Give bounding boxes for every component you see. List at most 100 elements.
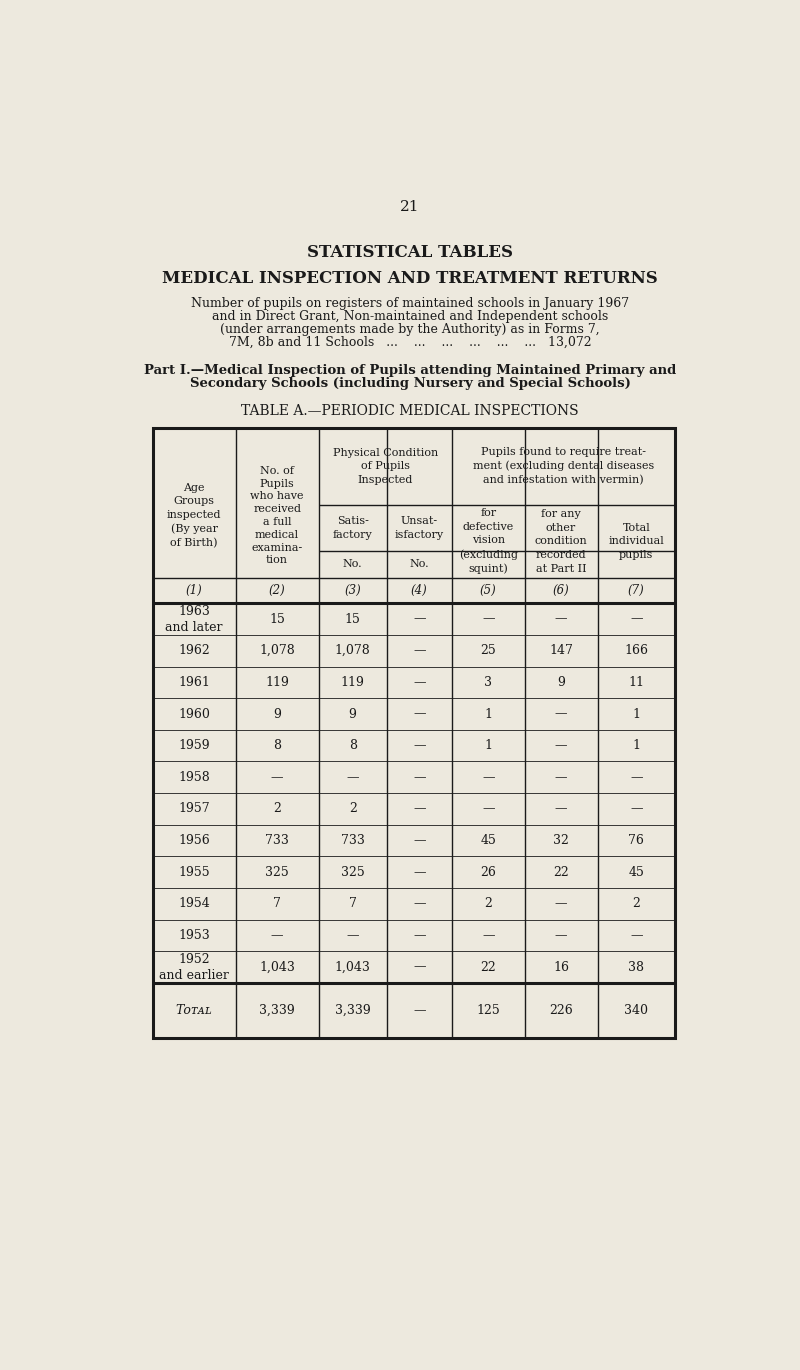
Text: 15: 15 (345, 612, 361, 626)
Text: 1: 1 (484, 740, 492, 752)
Text: TABLE A.—PERIODIC MEDICAL INSPECTIONS: TABLE A.—PERIODIC MEDICAL INSPECTIONS (241, 404, 579, 418)
Bar (153, 427, 675, 1038)
Text: —: — (413, 929, 426, 943)
Text: 1959: 1959 (178, 740, 210, 752)
Text: No.: No. (343, 559, 362, 570)
Text: 7: 7 (273, 897, 281, 910)
Text: (7): (7) (628, 584, 645, 597)
Text: Part I.—Medical Inspection of Pupils attending Maintained Primary and: Part I.—Medical Inspection of Pupils att… (144, 364, 676, 377)
Text: 325: 325 (266, 866, 289, 878)
Text: —: — (555, 803, 567, 815)
Text: —: — (413, 707, 426, 721)
Text: 22: 22 (480, 960, 496, 974)
Text: —: — (555, 612, 567, 626)
Text: —: — (271, 771, 283, 784)
Text: 340: 340 (624, 1004, 648, 1017)
Text: 11: 11 (628, 675, 644, 689)
Text: 733: 733 (265, 834, 289, 847)
Text: 1958: 1958 (178, 771, 210, 784)
Text: 1953: 1953 (178, 929, 210, 943)
Text: 2: 2 (484, 897, 492, 910)
Text: —: — (413, 675, 426, 689)
Text: 9: 9 (273, 707, 281, 721)
Text: —: — (630, 612, 642, 626)
Text: 1: 1 (632, 740, 640, 752)
Text: 2: 2 (349, 803, 357, 815)
Text: —: — (346, 929, 359, 943)
Text: —: — (413, 897, 426, 910)
Text: 8: 8 (349, 740, 357, 752)
Text: —: — (271, 929, 283, 943)
Text: —: — (413, 612, 426, 626)
Text: —: — (413, 866, 426, 878)
Text: for any
other
condition
recorded
at Part II: for any other condition recorded at Part… (534, 510, 587, 574)
Text: 733: 733 (341, 834, 365, 847)
Text: (6): (6) (553, 584, 570, 597)
Text: Number of pupils on registers of maintained schools in January 1967: Number of pupils on registers of maintai… (191, 296, 629, 310)
Text: Unsat-
isfactory: Unsat- isfactory (394, 516, 444, 540)
Text: 76: 76 (628, 834, 644, 847)
Text: 1957: 1957 (178, 803, 210, 815)
Text: —: — (630, 929, 642, 943)
Text: (5): (5) (480, 584, 497, 597)
Text: 26: 26 (480, 866, 496, 878)
Text: 3: 3 (484, 675, 492, 689)
Text: 21: 21 (400, 200, 420, 214)
Text: —: — (413, 960, 426, 974)
Text: 125: 125 (477, 1004, 500, 1017)
Text: 8: 8 (273, 740, 281, 752)
Text: —: — (555, 740, 567, 752)
Text: 9: 9 (349, 707, 357, 721)
Text: Pupils found to require treat-
ment (excluding dental diseases
and infestation w: Pupils found to require treat- ment (exc… (473, 447, 654, 485)
Text: 38: 38 (628, 960, 644, 974)
Text: 45: 45 (480, 834, 496, 847)
Text: 166: 166 (624, 644, 648, 658)
Text: (4): (4) (411, 584, 428, 597)
Text: (3): (3) (344, 584, 361, 597)
Text: for
defective
vision
(excluding
squint): for defective vision (excluding squint) (458, 508, 518, 574)
Text: 7: 7 (349, 897, 357, 910)
Text: 1956: 1956 (178, 834, 210, 847)
Text: 1963
and later: 1963 and later (166, 604, 223, 633)
Text: —: — (555, 897, 567, 910)
Text: Tᴏᴛᴀʟ: Tᴏᴛᴀʟ (176, 1004, 213, 1017)
Text: 147: 147 (549, 644, 573, 658)
Text: —: — (413, 834, 426, 847)
Text: Secondary Schools (including Nursery and Special Schools): Secondary Schools (including Nursery and… (190, 377, 630, 390)
Text: No.: No. (410, 559, 429, 570)
Text: —: — (346, 771, 359, 784)
Text: Physical Condition
of Pupils
Inspected: Physical Condition of Pupils Inspected (333, 448, 438, 485)
Text: 1: 1 (484, 707, 492, 721)
Text: —: — (413, 771, 426, 784)
Text: —: — (413, 740, 426, 752)
Text: 15: 15 (269, 612, 285, 626)
Text: 226: 226 (550, 1004, 573, 1017)
Text: 7M, 8b and 11 Schools   ...    ...    ...    ...    ...    ...   13,072: 7M, 8b and 11 Schools ... ... ... ... ..… (229, 336, 591, 349)
Text: 1,078: 1,078 (259, 644, 295, 658)
Text: 1,078: 1,078 (334, 644, 370, 658)
Text: 9: 9 (557, 675, 565, 689)
Text: 2: 2 (632, 897, 640, 910)
Text: 3,339: 3,339 (259, 1004, 295, 1017)
Text: 1952
and earlier: 1952 and earlier (159, 952, 229, 981)
Text: —: — (482, 803, 494, 815)
Text: 25: 25 (480, 644, 496, 658)
Text: 119: 119 (265, 675, 289, 689)
Text: —: — (555, 707, 567, 721)
Text: (under arrangements made by the Authority) as in Forms 7,: (under arrangements made by the Authorit… (220, 323, 600, 336)
Text: —: — (413, 644, 426, 658)
Text: and in Direct Grant, Non-maintained and Independent schools: and in Direct Grant, Non-maintained and … (212, 310, 608, 322)
Text: —: — (555, 771, 567, 784)
Text: Total
individual
pupils: Total individual pupils (609, 523, 664, 560)
Text: 119: 119 (341, 675, 365, 689)
Text: —: — (482, 929, 494, 943)
Text: 1954: 1954 (178, 897, 210, 910)
Text: —: — (482, 771, 494, 784)
Text: —: — (555, 929, 567, 943)
Text: —: — (630, 771, 642, 784)
Text: Age
Groups
inspected
(By year
of Birth): Age Groups inspected (By year of Birth) (167, 482, 222, 548)
Text: 1960: 1960 (178, 707, 210, 721)
Text: —: — (482, 612, 494, 626)
Text: Satis-
factory: Satis- factory (333, 516, 373, 540)
Text: MEDICAL INSPECTION AND TREATMENT RETURNS: MEDICAL INSPECTION AND TREATMENT RETURNS (162, 270, 658, 286)
